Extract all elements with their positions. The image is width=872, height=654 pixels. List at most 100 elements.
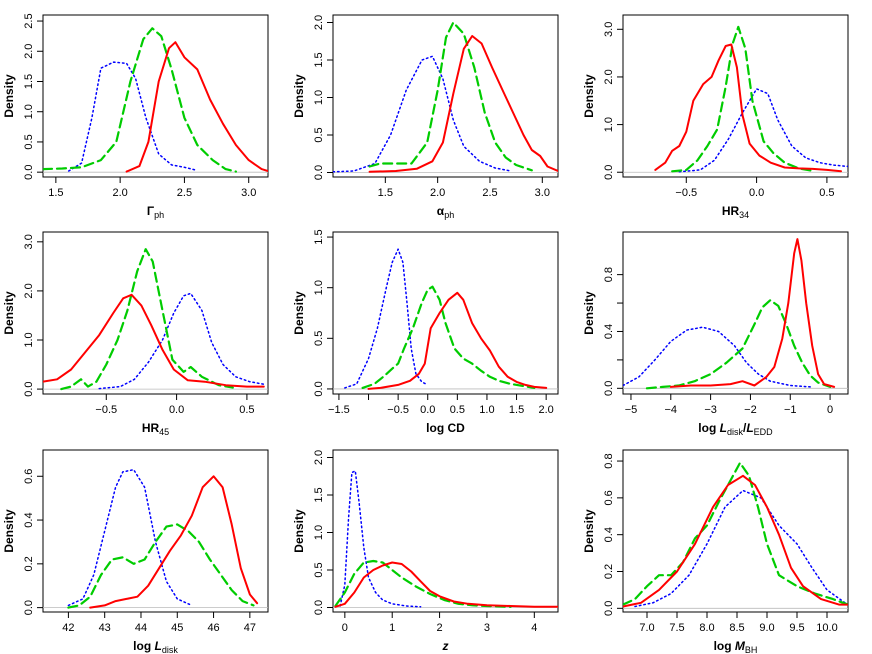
chart-1-series-dashed: [368, 21, 533, 172]
chart-3-xtick-label: 0.0: [169, 404, 184, 416]
chart-3-frame: [42, 231, 269, 395]
panel-log-ldisk-ledd: −5 −4 −3 −2 −1 0 0.0 0.4 0.8 Density log Ldisk/LED…: [582, 231, 849, 437]
chart-6-xtick-label: 42: [62, 622, 74, 634]
chart-2-frame: [622, 14, 849, 178]
chart-0-series-solid: [125, 41, 268, 173]
chart-7-xlabel: z: [442, 639, 449, 653]
chart-1-ytick-label: 1.0: [313, 90, 325, 105]
chart-6-series-dashed: [67, 523, 255, 609]
chart-8-series-dashed: [623, 461, 848, 606]
chart-5-frame: [622, 231, 849, 395]
chart-8-xtick-label: 8.5: [729, 622, 744, 634]
chart-4-series-dotted: [344, 248, 429, 389]
chart-2-ylabel: Density: [582, 74, 596, 118]
chart-3-ylabel: Density: [2, 291, 16, 335]
chart-3-xlabel: HR45: [142, 421, 169, 437]
chart-6-xtick-label: 43: [99, 622, 111, 634]
chart-0-ytick-label: 2.5: [23, 13, 35, 28]
chart-1-xtick-label: 2.0: [430, 187, 445, 199]
chart-0-frame: [42, 14, 269, 178]
chart-7-ylabel: Density: [292, 509, 306, 553]
chart-2-ytick-label: 3.0: [603, 22, 615, 37]
chart-6-xtick-label: 44: [135, 622, 147, 634]
chart-6-ytick-label: 0.6: [23, 469, 35, 484]
chart-5-ytick-label: 0.0: [603, 381, 615, 396]
chart-4-xtick-label: −0.5: [387, 404, 409, 416]
chart-0-series-dotted: [67, 61, 199, 172]
chart-0-xtick-label: 1.5: [48, 187, 63, 199]
chart-3-ytick-label: 0.0: [23, 381, 35, 396]
chart-2-xtick-label: 0.0: [749, 187, 764, 199]
chart-0-xlabel: Γph: [147, 204, 164, 220]
chart-6-ytick-label: 0.0: [23, 600, 35, 615]
chart-3-series-dashed: [60, 248, 234, 391]
chart-0-ytick-label: 2.0: [23, 44, 35, 59]
chart-5-ytick-label: 0.4: [603, 324, 615, 339]
chart-6-series-solid: [89, 475, 259, 609]
chart-8-ytick-label: 0.6: [603, 490, 615, 505]
chart-6-frame: [42, 449, 269, 613]
chart-6-xtick-label: 46: [207, 622, 219, 634]
chart-6-xtick-label: 45: [171, 622, 183, 634]
chart-1-series-solid: [368, 35, 558, 173]
chart-7-xtick-label: 1: [389, 622, 395, 634]
chart-8-series-solid: [623, 474, 848, 608]
chart-8-xtick-label: 7.5: [669, 622, 684, 634]
chart-7-series-dotted: [339, 470, 422, 608]
chart-4-ytick-label: 0.0: [313, 381, 325, 396]
chart-5-xlabel: log Ldisk/LEDD: [698, 421, 773, 437]
chart-0-xtick-label: 2.5: [177, 187, 192, 199]
chart-5-xtick-label: −4: [665, 404, 678, 416]
chart-7-xtick-label: 0: [342, 622, 348, 634]
chart-4-xtick-label: 0.5: [450, 404, 465, 416]
chart-0-ytick-label: 1.0: [23, 104, 35, 119]
chart-7-xtick-label: 2: [437, 622, 443, 634]
chart-8-ytick-label: 0.0: [603, 601, 615, 616]
chart-2-series-dashed: [671, 25, 814, 173]
chart-3-xtick-label: 0.5: [239, 404, 254, 416]
chart-7-xtick-label: 3: [484, 622, 490, 634]
chart-7-series-solid: [334, 561, 558, 608]
chart-8-xtick-label: 8.0: [699, 622, 714, 634]
chart-1-ytick-label: 0.5: [313, 127, 325, 142]
chart-2-xlabel: HR34: [722, 204, 749, 220]
chart-1-frame: [332, 14, 559, 178]
chart-4-xtick-label: 1.0: [479, 404, 494, 416]
chart-1-ylabel: Density: [292, 74, 306, 118]
chart-0-ytick-label: 0.5: [23, 134, 35, 149]
chart-7-xtick-label: 4: [531, 622, 537, 634]
panel-gamma-ph: 1.5 2.0 2.5 3.0 0.0 0.5 1.0 1.5 2.0 2.5 Density Γph: [2, 13, 269, 220]
chart-4-series-dashed: [361, 285, 536, 389]
chart-8-xtick-label: 9.5: [789, 622, 804, 634]
panel-redshift: 0 1 2 3 4 0.0 0.5 1.0 1.5 2.0 Density z: [292, 449, 559, 653]
chart-2-series-solid: [654, 43, 842, 173]
chart-4-xtick-label: −1.5: [328, 404, 350, 416]
panel-alpha-ph: 1.5 2.0 2.5 3.0 0.0 0.5 1.0 1.5 2.0 Density αph: [292, 14, 559, 220]
chart-7-ytick-label: 0.5: [313, 562, 325, 577]
chart-1-ytick-label: 1.5: [313, 52, 325, 67]
chart-1-xlabel: αph: [437, 204, 454, 220]
chart-0-ylabel: Density: [2, 74, 16, 118]
chart-7-ytick-label: 1.5: [313, 487, 325, 502]
chart-1-xtick-label: 3.0: [535, 187, 550, 199]
chart-3-series-dotted: [98, 292, 265, 390]
chart-2-series-dotted: [678, 88, 848, 173]
chart-8-ytick-label: 0.4: [603, 527, 615, 542]
chart-8-xtick-label: 10.0: [816, 622, 837, 634]
chart-8-ytick-label: 0.2: [603, 564, 615, 579]
chart-7-frame: [332, 449, 559, 613]
panel-hr34: −0.5 0.0 0.5 0.0 1.0 2.0 3.0 Density HR34: [582, 14, 849, 220]
chart-8-ylabel: Density: [582, 509, 596, 553]
panel-log-cd: −1.5 −0.5 0.0 0.5 1.0 1.5 2.0 0.0 0.5 1.0 1.5 Densi…: [292, 229, 559, 435]
chart-1-series-dotted: [333, 55, 512, 173]
chart-4-ytick-label: 1.0: [313, 280, 325, 295]
chart-4-frame: [332, 231, 559, 395]
chart-4-ytick-label: 0.5: [313, 331, 325, 346]
chart-2-ytick-label: 0.0: [603, 165, 615, 180]
chart-3-series-solid: [43, 293, 265, 388]
chart-6-ytick-label: 0.4: [23, 512, 35, 527]
chart-1-ytick-label: 0.0: [313, 165, 325, 180]
chart-5-xtick-label: −5: [625, 404, 638, 416]
chart-4-xtick-label: 1.5: [509, 404, 524, 416]
